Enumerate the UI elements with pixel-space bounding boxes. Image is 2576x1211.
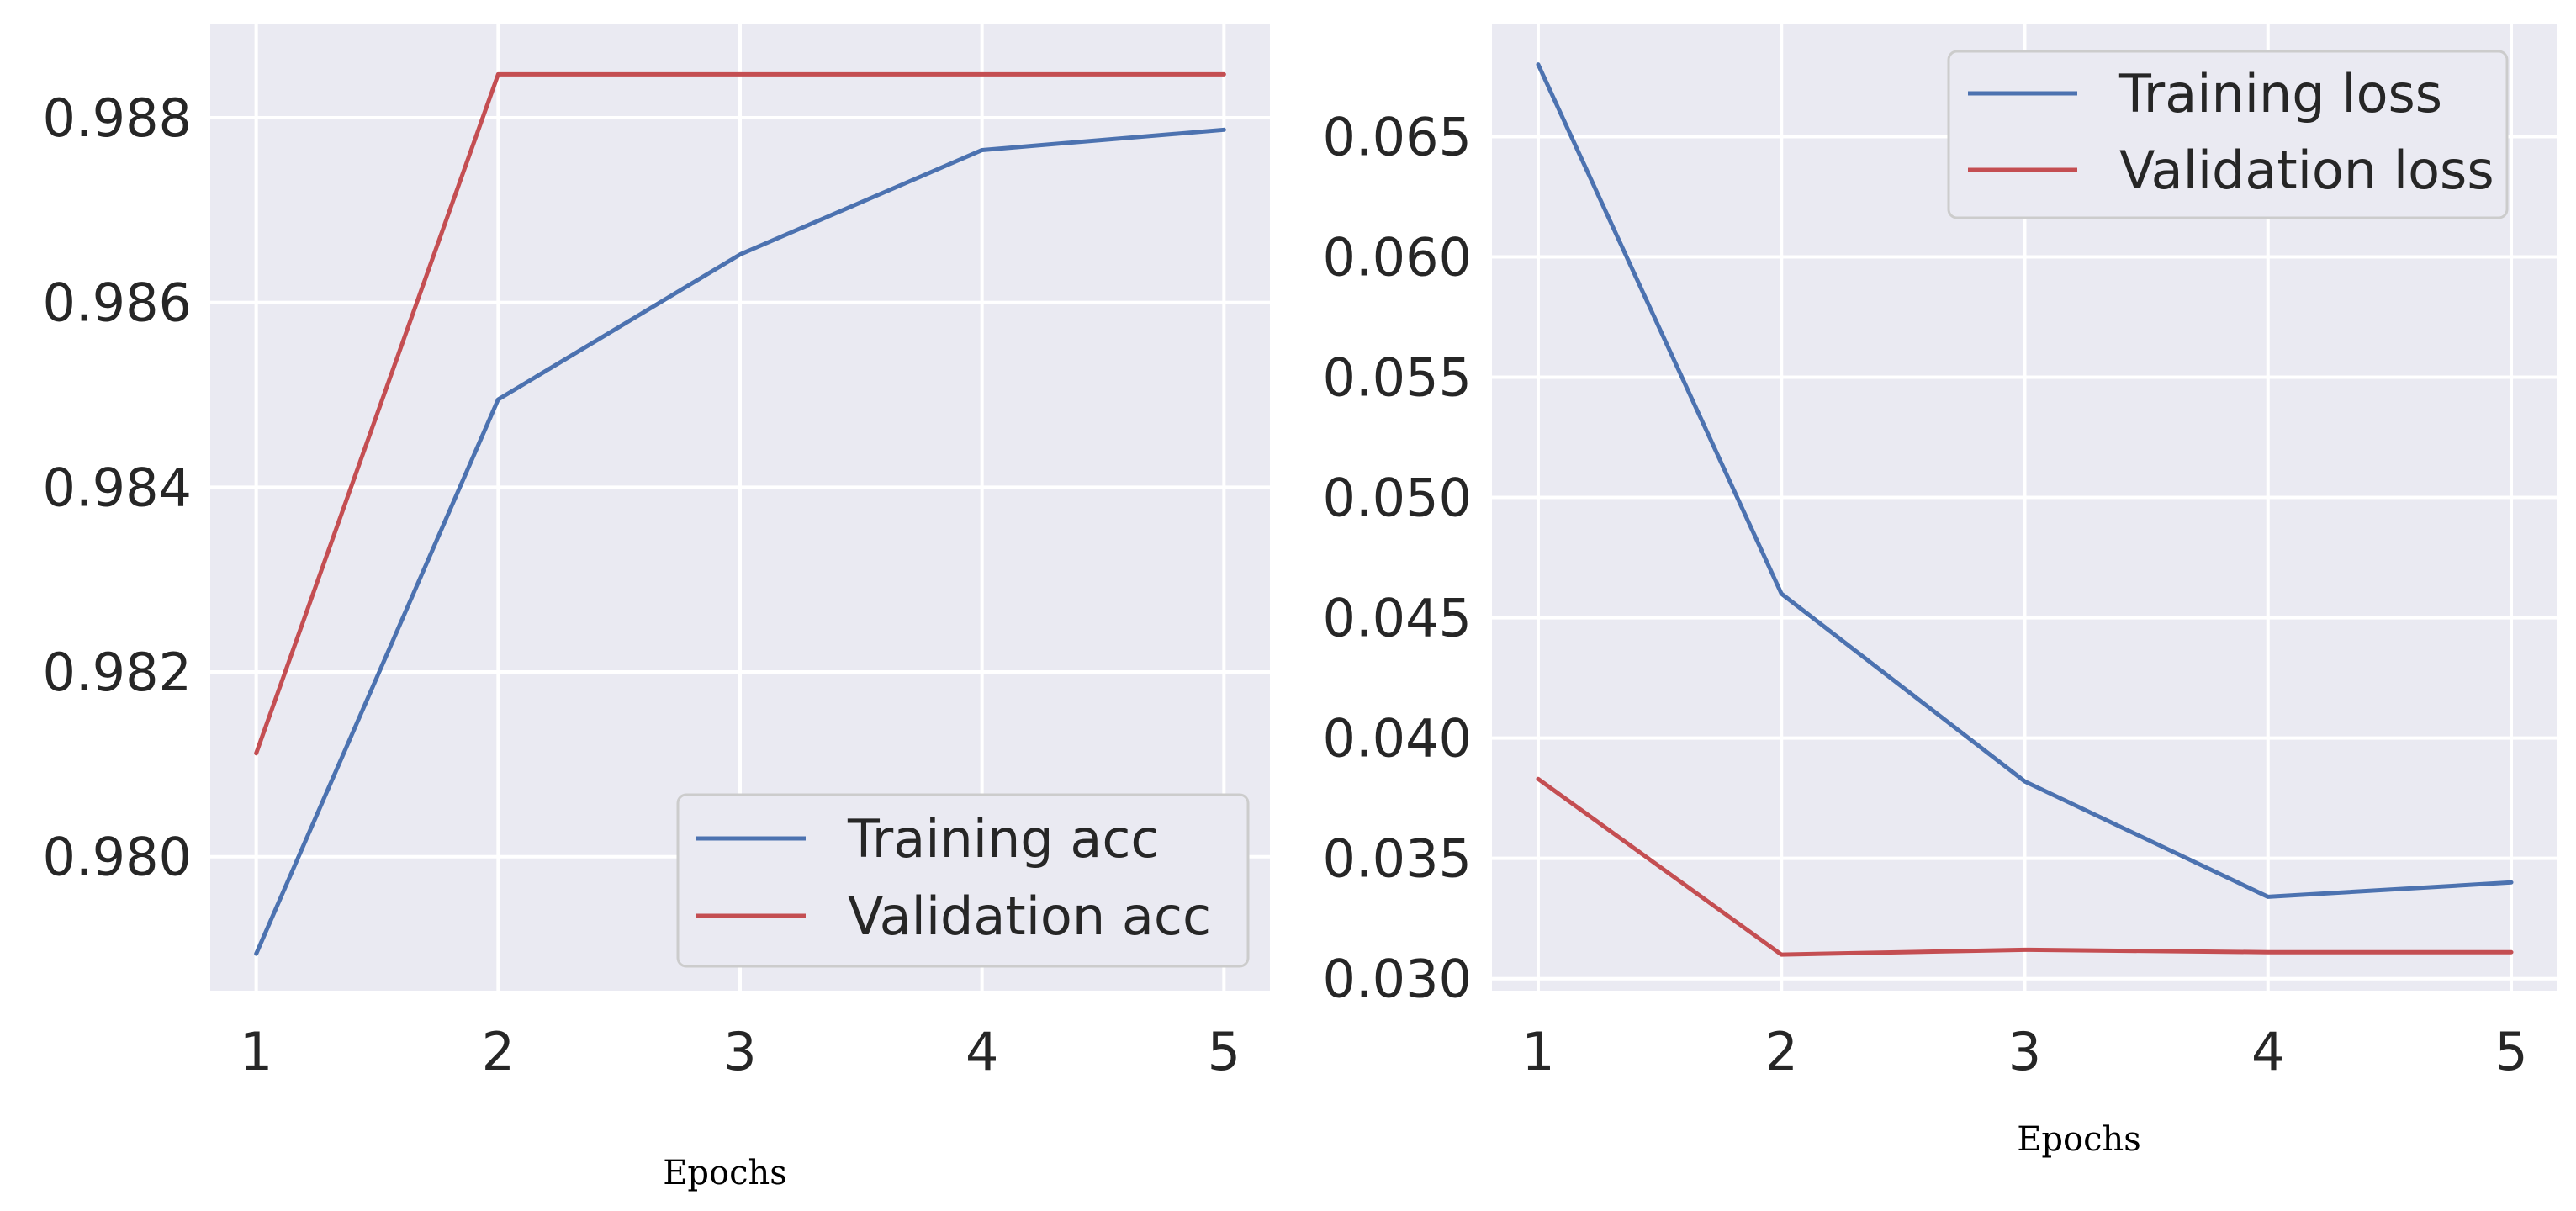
acc-y-tick-label: 0.988 — [43, 87, 193, 149]
loss-y-tick-label: 0.055 — [1323, 347, 1473, 409]
loss-y-tick-label: 0.040 — [1323, 708, 1473, 769]
loss-y-tick-label: 0.065 — [1323, 106, 1473, 167]
acc-y-tick-label: 0.982 — [43, 642, 193, 703]
accuracy-series-lines — [254, 71, 1226, 956]
acc-x-tick-label: 2 — [482, 1021, 515, 1082]
loss-chart: 0.030 0.035 0.040 0.045 0.050 0.055 0.060 0.065… — [1323, 24, 2557, 1159]
accuracy-legend-box — [676, 793, 1250, 968]
loss-x-tick-labels: 1 2 3 4 5 — [1521, 1021, 2528, 1082]
loss-series-lines — [1536, 62, 2514, 957]
loss-y-tick-label: 0.035 — [1323, 828, 1473, 890]
acc-y-tick-label: 0.980 — [43, 827, 193, 888]
acc-x-tick-label: 3 — [723, 1021, 756, 1082]
loss-y-tick-label: 0.060 — [1323, 226, 1473, 288]
accuracy-y-tick-labels: 0.980 0.982 0.984 0.986 0.988 — [43, 87, 193, 888]
legend-label-validation-loss: Validation loss — [2119, 140, 2494, 201]
accuracy-chart: 0.980 0.982 0.984 0.986 0.988 1 2 3 4 5 Training… — [43, 24, 1270, 1192]
acc-x-tick-label: 4 — [965, 1021, 998, 1082]
loss-x-tick-label: 3 — [2008, 1021, 2041, 1082]
accuracy-x-tick-labels: 1 2 3 4 5 — [240, 1021, 1240, 1082]
loss-series-line-validation-loss — [1536, 776, 2514, 957]
loss-y-tick-label: 0.050 — [1323, 468, 1473, 529]
acc-series-line-validation-acc — [254, 71, 1226, 756]
loss-y-tick-labels: 0.030 0.035 0.040 0.045 0.050 0.055 0.060 0.065 — [1323, 106, 1473, 1009]
loss-x-tick-label: 5 — [2494, 1021, 2527, 1082]
legend-label-training-acc: Training acc — [847, 808, 1160, 870]
loss-legend: Training loss Validation loss — [1947, 50, 2509, 219]
legend-label-training-loss: Training loss — [2118, 63, 2442, 124]
acc-y-tick-label: 0.984 — [43, 457, 193, 518]
acc-x-tick-label: 1 — [240, 1021, 272, 1082]
accuracy-legend: Training acc Validation acc — [676, 793, 1250, 968]
acc-x-tick-label: 5 — [1208, 1021, 1240, 1082]
loss-x-tick-label: 2 — [1765, 1021, 1798, 1082]
legend-label-validation-acc: Validation acc — [848, 886, 1211, 947]
loss-series-line-training-loss — [1536, 62, 2514, 899]
loss-x-axis-label: Epochs — [2017, 1120, 2141, 1159]
loss-y-tick-label: 0.030 — [1323, 949, 1473, 1010]
acc-series-line-training-acc — [254, 127, 1226, 956]
loss-legend-box — [1947, 50, 2509, 219]
loss-y-tick-label: 0.045 — [1323, 588, 1473, 649]
loss-x-tick-label: 1 — [1521, 1021, 1554, 1082]
loss-x-tick-label: 4 — [2251, 1021, 2284, 1082]
accuracy-x-axis-label: Epochs — [663, 1154, 787, 1192]
acc-y-tick-label: 0.986 — [43, 272, 193, 334]
